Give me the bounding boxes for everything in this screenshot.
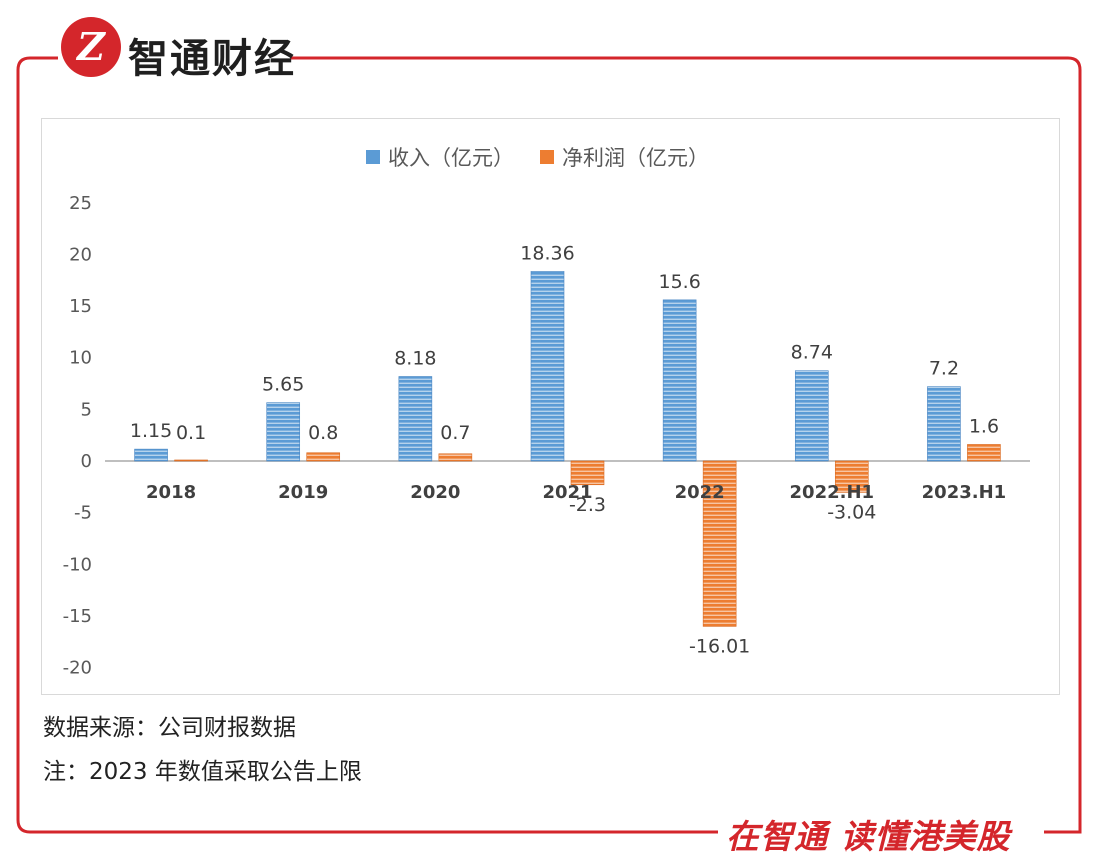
profit-data-label: -2.3 [569, 494, 606, 516]
revenue-data-label: 8.18 [394, 348, 436, 370]
x-category-label: 2021 [542, 482, 592, 503]
revenue-data-label: 5.65 [262, 374, 304, 396]
y-tick-label: 0 [81, 451, 92, 472]
x-category-label: 2018 [146, 482, 196, 503]
revenue-bar [530, 271, 565, 462]
legend-profit: 净利润（亿元） [540, 142, 709, 172]
profit-data-label: 0.8 [308, 422, 338, 444]
revenue-bar [266, 402, 301, 462]
x-category-label: 2022 [675, 482, 725, 503]
profit-bar [306, 452, 341, 462]
revenue-bar [398, 376, 433, 462]
profit-bar [438, 453, 473, 462]
profit-bar [570, 460, 605, 486]
revenue-data-label: 1.15 [130, 420, 172, 442]
profit-data-label: 0.7 [440, 422, 470, 444]
profit-bar [702, 460, 737, 627]
y-tick-label: -20 [63, 658, 92, 679]
revenue-data-label: 15.6 [658, 271, 700, 293]
y-tick-label: -10 [63, 554, 92, 575]
x-category-label: 2023.H1 [922, 482, 1007, 503]
y-tick-label: 10 [69, 348, 92, 369]
y-tick-label: 15 [69, 296, 92, 317]
plot-area: 25 20 15 10 5 0 -5 -10 -15 -20 1.15 0.1 2018 5.65 0.8 2… [63, 193, 1030, 679]
legend-revenue: 收入（亿元） [366, 142, 514, 172]
logo-icon: Z [61, 17, 121, 77]
profit-bar [174, 459, 208, 462]
revenue-data-label: 8.74 [791, 342, 833, 364]
profit-data-label: 1.6 [969, 415, 999, 437]
footnote: 注：2023 年数值采取公告上限 [43, 759, 362, 785]
legend-revenue-swatch [366, 150, 380, 164]
revenue-bar [927, 386, 961, 462]
y-tick-label: 5 [81, 399, 92, 420]
profit-bar [834, 460, 869, 493]
svg-text:Z: Z [75, 24, 106, 69]
y-tick-label: -5 [74, 503, 92, 524]
x-category-label: 2019 [278, 482, 328, 503]
revenue-data-label: 18.36 [520, 242, 574, 264]
slogan: 在智通 读懂港美股 [726, 817, 1011, 856]
revenue-data-label: 7.2 [929, 358, 959, 380]
y-tick-label: 25 [69, 193, 92, 214]
y-tick-label: 20 [69, 244, 92, 265]
x-category-label: 2022.H1 [790, 482, 875, 503]
revenue-bar [662, 299, 697, 462]
legend-profit-label: 净利润（亿元） [562, 146, 709, 170]
legend-revenue-label: 收入（亿元） [388, 146, 514, 170]
y-tick-label: -15 [63, 606, 92, 627]
profit-bar [967, 444, 1001, 462]
revenue-bar [794, 370, 829, 462]
x-category-label: 2020 [410, 482, 460, 503]
profit-data-label: -3.04 [827, 501, 876, 523]
source-note: 数据来源：公司财报数据 [43, 715, 296, 741]
brand-name: 智通财经 [128, 36, 296, 82]
profit-data-label: 0.1 [176, 422, 206, 444]
profit-data-label: -16.01 [689, 635, 750, 657]
legend-profit-swatch [540, 150, 554, 164]
revenue-bar [134, 448, 168, 462]
